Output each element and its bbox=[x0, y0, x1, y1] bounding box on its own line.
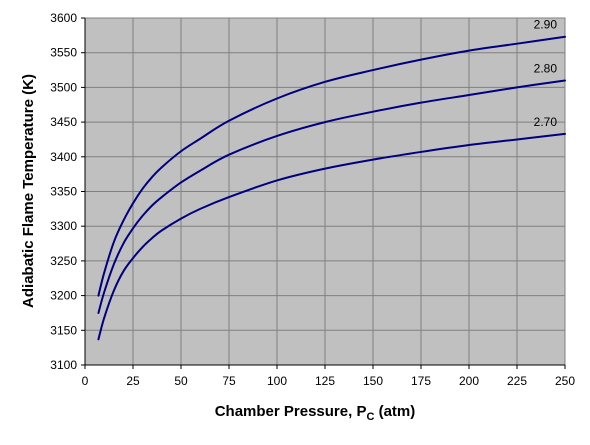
y-tick-label: 3450 bbox=[50, 115, 77, 129]
x-tick-label: 25 bbox=[126, 374, 140, 388]
x-axis-title: Chamber Pressure, PC (atm) bbox=[215, 403, 416, 423]
series-line-2-90 bbox=[97, 35, 566, 297]
y-tick-label: 3400 bbox=[50, 150, 77, 164]
y-tick-label: 3250 bbox=[50, 254, 77, 268]
axes: 0 25 50 75 100 125 150 175 200 225 250 3100 3150 3200… bbox=[50, 11, 575, 388]
series-lines bbox=[97, 35, 566, 341]
series-line-2-80 bbox=[97, 79, 566, 314]
y-axis-title: Adiabatic Flame Temperature (K) bbox=[20, 74, 37, 308]
y-tick-label: 3100 bbox=[50, 358, 77, 372]
x-axis-title-main: Chamber Pressure, P bbox=[215, 403, 367, 420]
x-tick-label: 200 bbox=[459, 374, 479, 388]
series-label-2-90: 2.90 bbox=[534, 18, 558, 32]
y-tick-label: 3350 bbox=[50, 185, 77, 199]
x-tick-label: 0 bbox=[82, 374, 89, 388]
x-axis-title-suffix: (atm) bbox=[374, 403, 415, 420]
x-tick-label: 125 bbox=[315, 374, 335, 388]
y-tick-label: 3300 bbox=[50, 219, 77, 233]
y-tick-label: 3500 bbox=[50, 80, 77, 94]
x-tick-label: 50 bbox=[174, 374, 188, 388]
labels: 2.90 2.80 2.70 bbox=[534, 18, 558, 129]
gridlines bbox=[85, 18, 565, 365]
y-tick-label: 3150 bbox=[50, 323, 77, 337]
x-tick-label: 75 bbox=[222, 374, 236, 388]
y-tick-label: 3550 bbox=[50, 46, 77, 60]
x-tick-label: 250 bbox=[555, 374, 575, 388]
x-tick-label: 100 bbox=[267, 374, 287, 388]
y-tick-label: 3200 bbox=[50, 289, 77, 303]
x-tick-label: 225 bbox=[507, 374, 527, 388]
x-tick-label: 175 bbox=[411, 374, 431, 388]
series-label-2-70: 2.70 bbox=[534, 115, 558, 129]
series-line-2-70 bbox=[97, 132, 566, 341]
y-tick-label: 3600 bbox=[50, 11, 77, 25]
x-tick-label: 150 bbox=[363, 374, 383, 388]
series-label-2-80: 2.80 bbox=[534, 61, 558, 75]
x-axis-title-subscript: C bbox=[366, 411, 374, 423]
